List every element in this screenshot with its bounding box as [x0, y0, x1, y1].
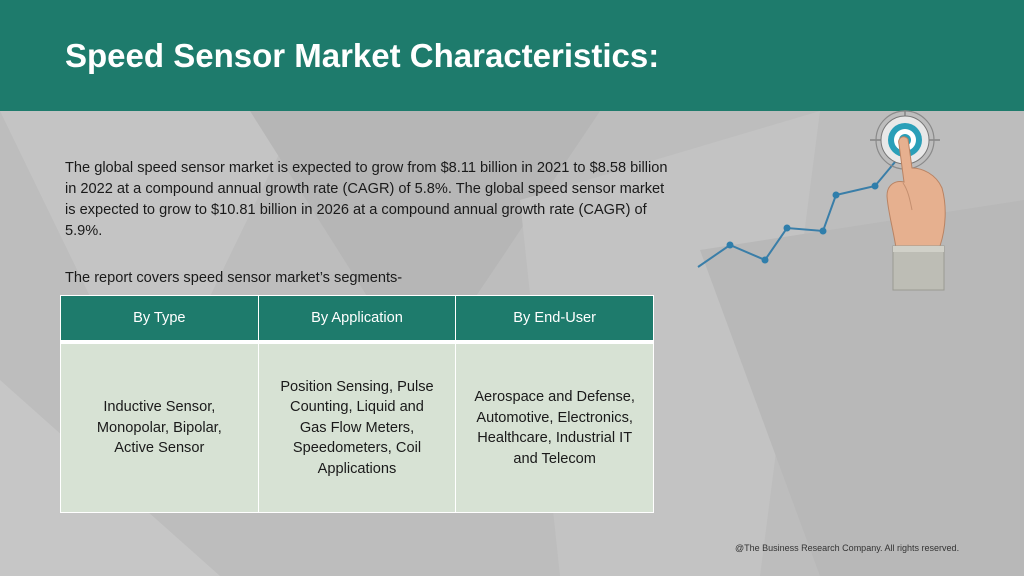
- cell-types: Inductive Sensor, Monopolar, Bipolar, Ac…: [60, 340, 259, 513]
- segments-header-row: By Type By Application By End-User: [60, 295, 654, 343]
- target-finger-icon: [697, 110, 946, 291]
- header-bar: Speed Sensor Market Characteristics:: [0, 0, 1024, 111]
- header-by-type: By Type: [60, 295, 259, 343]
- segments-intro: The report covers speed sensor market’s …: [65, 270, 403, 286]
- segments-table: By Type By Application By End-User Induc…: [60, 295, 654, 513]
- cell-end-users: Aerospace and Defense, Automotive, Elect…: [455, 340, 654, 513]
- intro-paragraph: The global speed sensor market is expect…: [65, 160, 668, 239]
- segments-body-row: Inductive Sensor, Monopolar, Bipolar, Ac…: [60, 340, 654, 513]
- header-by-application: By Application: [257, 295, 457, 343]
- page-title: Speed Sensor Market Characteristics:: [65, 37, 660, 74]
- cell-applications: Position Sensing, Pulse Counting, Liquid…: [257, 340, 457, 513]
- header-by-end-user: By End-User: [455, 295, 654, 343]
- footer-copyright: @The Business Research Company. All righ…: [735, 543, 960, 553]
